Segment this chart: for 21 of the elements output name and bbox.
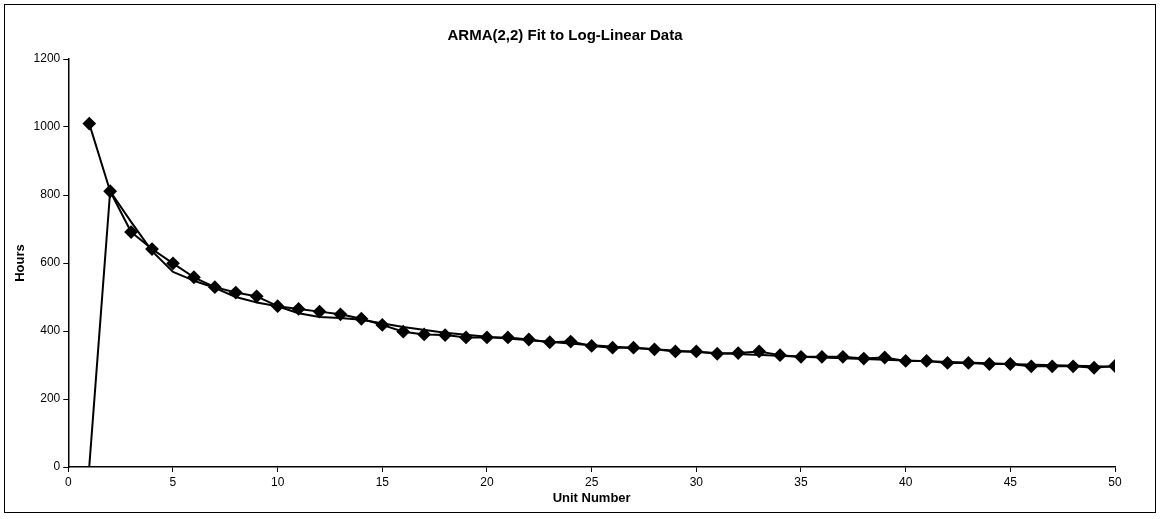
y-tick-label: 1200 [33,51,61,66]
x-tick-label: 30 [689,474,704,489]
y-tick-label: 1000 [33,119,61,134]
x-tick-label: 15 [375,474,390,489]
x-tick-label: 10 [270,474,285,489]
y-tick-label: 800 [40,187,61,202]
x-tick-label: 50 [1108,474,1122,489]
chart-title: ARMA(2,2) Fit to Log-Linear Data [447,26,684,44]
x-tick-label: 0 [64,474,72,489]
x-tick-label: 40 [898,474,913,489]
y-tick-label: 400 [40,323,61,338]
x-tick-label: 20 [480,474,494,489]
y-tick-label: 0 [53,459,61,474]
x-tick-label: 5 [169,474,177,489]
y-tick-label: 200 [40,391,61,406]
x-tick-label: 35 [794,474,808,489]
x-tick-label: 45 [1003,474,1018,489]
x-axis-title: Unit Number [552,489,631,505]
y-axis-title: Hours [12,244,28,282]
x-tick-label: 25 [584,474,599,489]
y-tick-label: 600 [40,255,61,270]
